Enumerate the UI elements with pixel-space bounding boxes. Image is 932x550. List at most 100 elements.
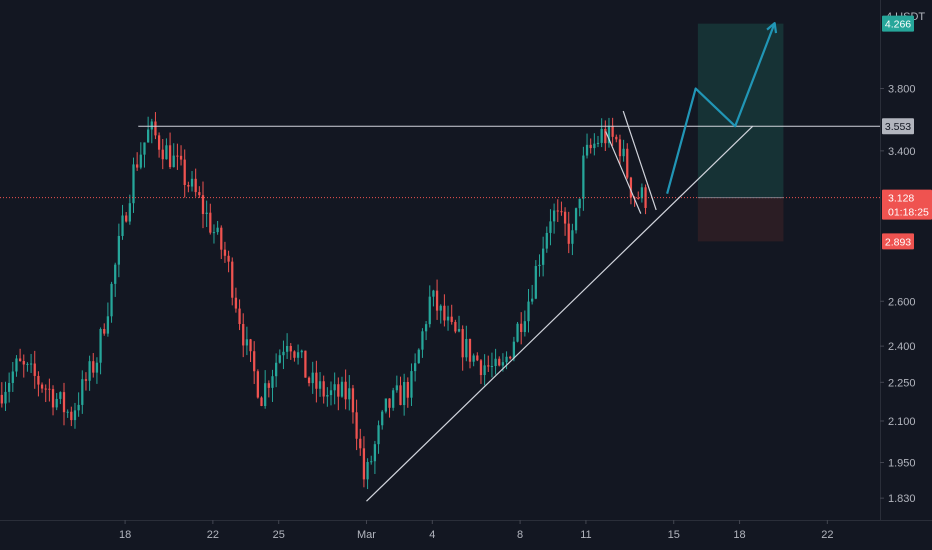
candle-up [505,356,508,363]
candle-up [472,355,475,362]
candle-up [264,383,267,406]
drawings[interactable] [0,22,880,502]
candle-up [318,381,322,389]
candle-down [611,125,614,137]
candle-up [271,376,274,388]
current-price-label: 3.128 [888,193,914,205]
candle-down [509,356,512,359]
candle-up [490,366,494,368]
candle-up [81,379,84,405]
candle-down [626,148,629,178]
candle-up [622,148,625,157]
time-tick-label: 18 [733,529,745,541]
wedge-line-2[interactable] [622,110,657,211]
candle-up [432,290,435,297]
projection-arrowhead [766,22,778,34]
candle-up [190,178,194,187]
candle-down [618,139,622,157]
candle-down [267,383,270,388]
candle-up [205,212,208,215]
candle-up [370,461,373,463]
candle-up [348,388,351,400]
candle-down [176,155,179,157]
trendline[interactable] [366,125,754,502]
candle-up [545,232,548,249]
candle-down [253,351,256,372]
candle-down [589,144,592,149]
time-axis-ticks: 18 22 25 Mar 4 8 11 15 18 22 [119,520,833,541]
candle-down [183,159,186,185]
candle-up [607,125,611,144]
candle-down [179,155,183,160]
wedge-line-1[interactable] [605,131,642,214]
price-tick-label: 2.400 [888,341,916,353]
candle-down [563,211,567,224]
candle-down [476,355,479,361]
target-badge [882,15,914,32]
candle-up [600,128,603,143]
candle-up [114,264,117,284]
candle-down [289,345,292,352]
candle-down [201,195,205,215]
candle-up [340,381,344,397]
candle-up [527,301,530,322]
candle-down [227,255,230,262]
price-tick-label: 2.250 [888,377,916,389]
candle-down [136,164,139,168]
candle-down [468,338,472,362]
candle-up [172,155,175,168]
resistance-badge [882,118,914,135]
candle-up [66,411,69,413]
candle-down [567,223,570,244]
candle-up [531,298,534,302]
candle-up [582,155,585,199]
candle-down [322,381,325,397]
candle-down [92,361,95,373]
candle-up [245,339,249,346]
candle-down [70,411,73,421]
candle-down [238,308,241,325]
candle-down [355,412,358,439]
position-zones [697,23,784,242]
candle-up [143,142,146,155]
candle-up [516,323,519,342]
candle-down [344,381,347,400]
candle-down [629,177,633,198]
candle-up [413,363,417,372]
candle-up [421,331,424,350]
candle-up [282,351,285,356]
candle-up [501,362,505,366]
stop-label: 2.893 [885,236,911,248]
projection-path[interactable] [666,22,776,194]
candle-up [381,411,384,426]
candle-down [249,339,252,352]
candle-down [362,448,366,480]
time-tick-label: 8 [517,529,523,541]
candle-up [55,398,58,408]
candle-up [534,266,537,299]
candle-up [403,382,406,406]
candle-up [596,142,600,144]
price-tick-label: 3.800 [888,84,916,96]
candle-up [15,358,18,372]
stop-zone[interactable] [697,197,784,242]
candle-down [359,438,362,449]
candle-down [307,377,311,384]
candle-up [574,208,578,231]
candle-up [395,385,398,391]
candle-up [552,210,556,222]
time-tick-label: 4 [429,529,435,541]
candle-up [446,316,450,321]
candle-up [11,371,14,383]
candle-down [220,227,223,250]
candle-up [311,372,314,384]
candle-up [99,329,102,363]
candle-up [523,321,526,333]
candle-up [542,248,545,265]
price-tick-label: 1.950 [888,458,916,470]
candle-down [33,363,36,376]
